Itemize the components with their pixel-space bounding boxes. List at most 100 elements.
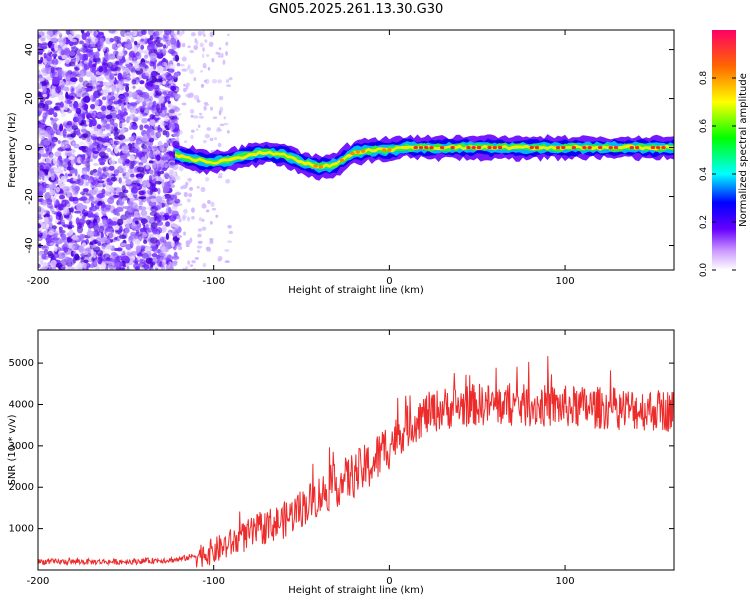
spectrogram-noise-cell (90, 74, 97, 81)
spectrogram-noise-cell (57, 250, 63, 255)
spectrogram-noise-cell (42, 230, 47, 238)
spectrogram-noise-cell (139, 227, 147, 233)
spectrogram-noise-cell (212, 116, 218, 120)
spectrogram-noise-cell (138, 111, 142, 117)
spectrogram-noise-cell (103, 167, 107, 173)
spectrogram-noise-cell (38, 171, 46, 177)
spectrogram-noise-cell (46, 52, 52, 56)
spectrogram-noise-cell (132, 85, 136, 89)
spectrogram-noise-cell (172, 57, 176, 62)
spectrogram-peak-cell (497, 145, 503, 150)
spectrogram-noise-cell (104, 204, 112, 210)
spectrogram-noise-cell (119, 225, 123, 233)
spectrogram-noise-cell (49, 70, 55, 79)
spectrogram-peak-cell (650, 145, 656, 150)
spectrogram-noise-cell (163, 172, 170, 178)
spectrogram-noise-cell (91, 254, 97, 259)
spectrogram-noise-cell (41, 45, 48, 50)
spectrogram-noise-cell (178, 217, 182, 223)
spectrogram-noise-cell (107, 98, 114, 106)
spectrogram-noise-cell (107, 56, 114, 60)
spectrogram-noise-cell (69, 166, 74, 170)
spectrogram-noise-cell (50, 141, 55, 149)
spectrogram-noise-cell (149, 95, 153, 102)
spectrogram-noise-cell (64, 187, 70, 194)
spectrogram-noise-cell (59, 123, 64, 132)
spectrogram-noise-cell (98, 151, 106, 158)
spectrogram-noise-cell (197, 30, 203, 37)
spectrogram-noise-cell (117, 109, 122, 115)
spectrogram-peak-cell (634, 145, 640, 150)
spectrogram-noise-cell (207, 67, 211, 71)
spectrogram-noise-cell (196, 245, 202, 249)
spectrogram-peak-cell (439, 145, 445, 150)
spectrogram-noise-cell (120, 126, 125, 135)
spectrogram-noise-cell (135, 245, 142, 253)
spectrogram-y-tick-label: 20 (24, 92, 35, 105)
spectrogram-noise-cell (38, 123, 47, 129)
spectrogram-noise-cell (81, 242, 87, 248)
spectrogram-noise-cell (135, 137, 143, 145)
spectrogram-noise-cell (163, 115, 170, 122)
spectrogram-noise-cell (160, 216, 166, 222)
spectrogram-noise-cell (197, 124, 201, 128)
spectrogram-noise-cell (65, 30, 71, 35)
spectrogram-noise-cell (55, 31, 63, 36)
spectrogram-peak-cell (534, 145, 540, 150)
spectrogram-noise-cell (51, 237, 60, 241)
spectrogram-noise-cell (150, 41, 154, 45)
spectrogram-noise-cell (50, 154, 54, 159)
spectrogram-noise-cell (68, 207, 74, 213)
spectrogram-noise-cell (100, 237, 105, 244)
spectrogram-noise-cell (162, 91, 168, 95)
spectrogram-noise-cell (109, 110, 118, 115)
spectrogram-peak-cell (318, 165, 324, 169)
spectrogram-noise-cell (43, 209, 49, 214)
spectrogram-noise-cell (162, 185, 170, 193)
spectrogram-noise-cell (155, 104, 162, 110)
snr-y-tick-label: 2000 (9, 482, 34, 493)
spectrogram-noise-cell (136, 166, 145, 173)
spectrogram-noise-cell (202, 262, 207, 268)
spectrogram-noise-cell (217, 142, 222, 148)
spectrogram-noise-cell (38, 77, 45, 82)
spectrogram-noise-cell (38, 162, 46, 166)
spectrogram-noise-cell (145, 164, 149, 170)
spectrogram-noise-cell (217, 79, 222, 84)
spectrogram-noise-cell (98, 65, 104, 73)
snr-series-line (38, 356, 674, 568)
spectrogram-noise-cell (67, 70, 73, 75)
spectrogram-noise-cell (38, 70, 42, 74)
spectrogram-noise-cell (52, 156, 58, 165)
spectrogram-noise-cell (198, 115, 204, 119)
spectrogram-noise-cell (90, 244, 98, 249)
spectrogram-noise-cell (38, 182, 42, 187)
spectrogram-noise-cell (173, 251, 178, 259)
spectrogram-noise-cell (101, 208, 107, 216)
spectrogram-noise-cell (69, 71, 77, 80)
spectrogram-noise-cell (114, 224, 120, 231)
spectrogram-noise-cell (156, 130, 162, 138)
spectrogram-noise-cell (78, 245, 85, 253)
spectrogram-noise-cell (174, 192, 182, 196)
spectrogram-noise-cell (138, 162, 144, 166)
spectrogram-noise-cell (217, 175, 223, 179)
spectrogram-noise-cell (125, 153, 131, 157)
spectrogram-noise-cell (146, 262, 154, 270)
spectrogram-noise-cell (215, 214, 219, 218)
spectrogram-noise-cell (156, 221, 164, 226)
spectrogram-noise-cell (174, 175, 181, 181)
spectrogram-noise-cell (134, 44, 142, 48)
snr-y-tick-label: 5000 (9, 358, 34, 369)
spectrogram-noise-cell (80, 196, 88, 201)
spectrogram-noise-cell (155, 103, 160, 111)
spectrogram-noise-cell (126, 266, 130, 270)
spectrogram-noise-cell (84, 43, 88, 48)
spectrogram-noise-cell (55, 262, 63, 268)
spectrogram-noise-cell (197, 240, 203, 244)
spectrogram-noise-cell (122, 138, 130, 142)
spectrogram-noise-cell (118, 165, 127, 173)
spectrogram-noise-cell (164, 163, 169, 169)
spectrogram-noise-cell (169, 261, 178, 267)
spectrogram-noise-cell (206, 127, 212, 131)
